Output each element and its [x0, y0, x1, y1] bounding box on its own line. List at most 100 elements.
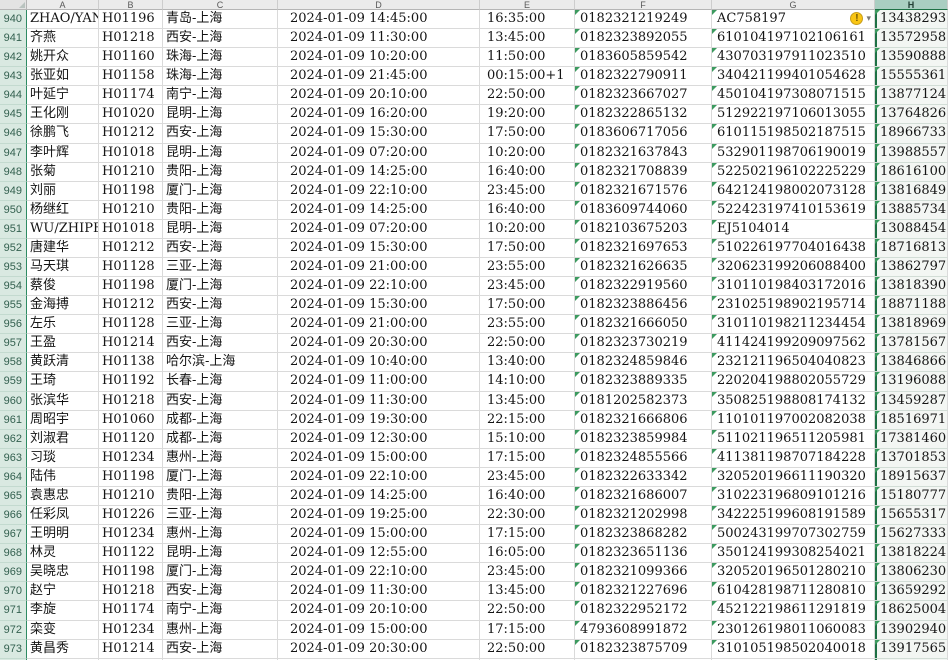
cell-phone-number[interactable]: 18716813 [875, 238, 948, 259]
cell-departure-datetime[interactable]: 2024-01-09 11:00:00 [278, 372, 480, 392]
row-header[interactable]: 964 [0, 467, 27, 487]
cell-phone-number[interactable]: 13572958 [875, 29, 948, 49]
row-header[interactable]: 949 [0, 181, 27, 201]
cell-id-number[interactable]: 500243199707302759 [712, 525, 875, 545]
cell-route[interactable]: 三亚-上海 [163, 315, 278, 335]
cell-route[interactable]: 贵阳-上海 [163, 486, 278, 507]
cell-ticket-number[interactable]: 0182321686007 [575, 486, 712, 507]
cell-passenger-name[interactable]: 李旋 [27, 601, 99, 621]
cell-departure-datetime[interactable]: 2024-01-09 10:20:00 [278, 48, 480, 68]
cell-phone-number[interactable]: 13885734 [875, 200, 948, 220]
cell-ticket-number[interactable]: 0182323651136 [575, 544, 712, 564]
row-header[interactable]: 963 [0, 448, 27, 468]
cell-flight-number[interactable]: H01212 [99, 296, 163, 316]
cell-id-number[interactable]: 610115198502187515 [712, 124, 875, 144]
cell-id-number[interactable]: 340421199401054628 [712, 67, 875, 87]
cell-passenger-name[interactable]: 张亚如 [27, 67, 99, 87]
cell-phone-number[interactable]: 13846866 [875, 353, 948, 373]
row-header[interactable]: 971 [0, 601, 27, 621]
cell-arrival-time[interactable]: 11:50:00 [480, 48, 575, 68]
cell-passenger-name[interactable]: 蔡俊 [27, 277, 99, 297]
cell-flight-number[interactable]: H01018 [99, 143, 163, 163]
cell-phone-number[interactable]: 18616100 [875, 162, 948, 182]
cell-ticket-number[interactable]: 0182321202998 [575, 506, 712, 526]
cell-arrival-time[interactable]: 17:50:00 [480, 238, 575, 259]
cell-id-number[interactable]: 231025198902195714 [712, 296, 875, 316]
cell-route[interactable]: 珠海-上海 [163, 48, 278, 68]
cell-passenger-name[interactable]: 习琰 [27, 448, 99, 468]
row-header[interactable]: 943 [0, 67, 27, 87]
cell-departure-datetime[interactable]: 2024-01-09 11:30:00 [278, 29, 480, 49]
cell-route[interactable]: 成都-上海 [163, 429, 278, 449]
row-header[interactable]: 965 [0, 486, 27, 507]
cell-departure-datetime[interactable]: 2024-01-09 20:10:00 [278, 86, 480, 106]
cell-phone-number[interactable]: 17381460 [875, 429, 948, 449]
cell-departure-datetime[interactable]: 2024-01-09 15:30:00 [278, 296, 480, 316]
cell-departure-datetime[interactable]: 2024-01-09 12:55:00 [278, 544, 480, 564]
column-header-e[interactable]: E [480, 0, 575, 10]
cell-departure-datetime[interactable]: 2024-01-09 15:00:00 [278, 525, 480, 545]
cell-id-number[interactable]: 110101197002082038 [712, 410, 875, 430]
cell-arrival-time[interactable]: 22:50:00 [480, 601, 575, 621]
cell-passenger-name[interactable]: 陆伟 [27, 467, 99, 487]
cell-ticket-number[interactable]: 0182321708839 [575, 162, 712, 182]
cell-flight-number[interactable]: H01210 [99, 486, 163, 507]
cell-ticket-number[interactable]: 0181202582373 [575, 391, 712, 411]
cell-phone-number[interactable]: 13862797 [875, 258, 948, 278]
cell-phone-number[interactable]: 18625004 [875, 601, 948, 621]
cell-flight-number[interactable]: H01198 [99, 277, 163, 297]
cell-id-number[interactable]: AC758197! ▾ [712, 10, 875, 30]
cell-phone-number[interactable]: 13459287 [875, 391, 948, 411]
cell-departure-datetime[interactable]: 2024-01-09 20:10:00 [278, 601, 480, 621]
column-header-h-selected[interactable]: H [875, 0, 948, 10]
row-header[interactable]: 945 [0, 105, 27, 125]
cell-id-number[interactable]: 320520196611190320 [712, 467, 875, 487]
cell-phone-number[interactable]: 15555361 [875, 67, 948, 87]
cell-id-number[interactable]: 512922197106013055 [712, 105, 875, 125]
row-header[interactable]: 968 [0, 544, 27, 564]
row-header[interactable]: 940 [0, 10, 27, 30]
cell-flight-number[interactable]: H01018 [99, 219, 163, 239]
cell-phone-number[interactable]: 15180777 [875, 486, 948, 507]
cell-arrival-time[interactable]: 00:15:00+1 [480, 67, 575, 87]
cell-ticket-number[interactable]: 0182323892055 [575, 29, 712, 49]
cell-departure-datetime[interactable]: 2024-01-09 07:20:00 [278, 219, 480, 239]
cell-route[interactable]: 惠州-上海 [163, 620, 278, 640]
cell-flight-number[interactable]: H01198 [99, 563, 163, 583]
cell-arrival-time[interactable]: 16:40:00 [480, 200, 575, 220]
cell-departure-datetime[interactable]: 2024-01-09 15:30:00 [278, 124, 480, 144]
cell-phone-number[interactable]: 18516971 [875, 410, 948, 430]
cell-phone-number[interactable]: 15627333 [875, 525, 948, 545]
cell-passenger-name[interactable]: 刘丽 [27, 181, 99, 201]
cell-ticket-number[interactable]: 4793608991872 [575, 620, 712, 640]
row-header[interactable]: 942 [0, 48, 27, 68]
cell-passenger-name[interactable]: 齐燕 [27, 29, 99, 49]
cell-phone-number[interactable]: 13917565 [875, 639, 948, 659]
cell-ticket-number[interactable]: 0182324855566 [575, 448, 712, 468]
cell-ticket-number[interactable]: 0182321637843 [575, 143, 712, 163]
cell-departure-datetime[interactable]: 2024-01-09 22:10:00 [278, 181, 480, 201]
row-header[interactable]: 956 [0, 315, 27, 335]
row-header[interactable]: 953 [0, 258, 27, 278]
cell-departure-datetime[interactable]: 2024-01-09 21:45:00 [278, 67, 480, 87]
cell-id-number[interactable]: 220204198802055729 [712, 372, 875, 392]
cell-flight-number[interactable]: H01234 [99, 448, 163, 468]
row-header[interactable]: 954 [0, 277, 27, 297]
cell-route[interactable]: 珠海-上海 [163, 67, 278, 87]
cell-route[interactable]: 三亚-上海 [163, 506, 278, 526]
column-header-b[interactable]: B [99, 0, 163, 10]
row-header[interactable]: 944 [0, 86, 27, 106]
cell-ticket-number[interactable]: 0182322865132 [575, 105, 712, 125]
cell-phone-number[interactable]: 18871188 [875, 296, 948, 316]
cell-phone-number[interactable]: 13806230 [875, 563, 948, 583]
cell-route[interactable]: 昆明-上海 [163, 143, 278, 163]
cell-route[interactable]: 三亚-上海 [163, 258, 278, 278]
cell-departure-datetime[interactable]: 2024-01-09 07:20:00 [278, 143, 480, 163]
cell-departure-datetime[interactable]: 2024-01-09 14:25:00 [278, 486, 480, 507]
cell-ticket-number[interactable]: 0182323868282 [575, 525, 712, 545]
row-header[interactable]: 962 [0, 429, 27, 449]
cell-ticket-number[interactable]: 0182323859984 [575, 429, 712, 449]
cell-ticket-number[interactable]: 0182324859846 [575, 353, 712, 373]
cell-departure-datetime[interactable]: 2024-01-09 14:25:00 [278, 162, 480, 182]
cell-arrival-time[interactable]: 16:40:00 [480, 486, 575, 507]
